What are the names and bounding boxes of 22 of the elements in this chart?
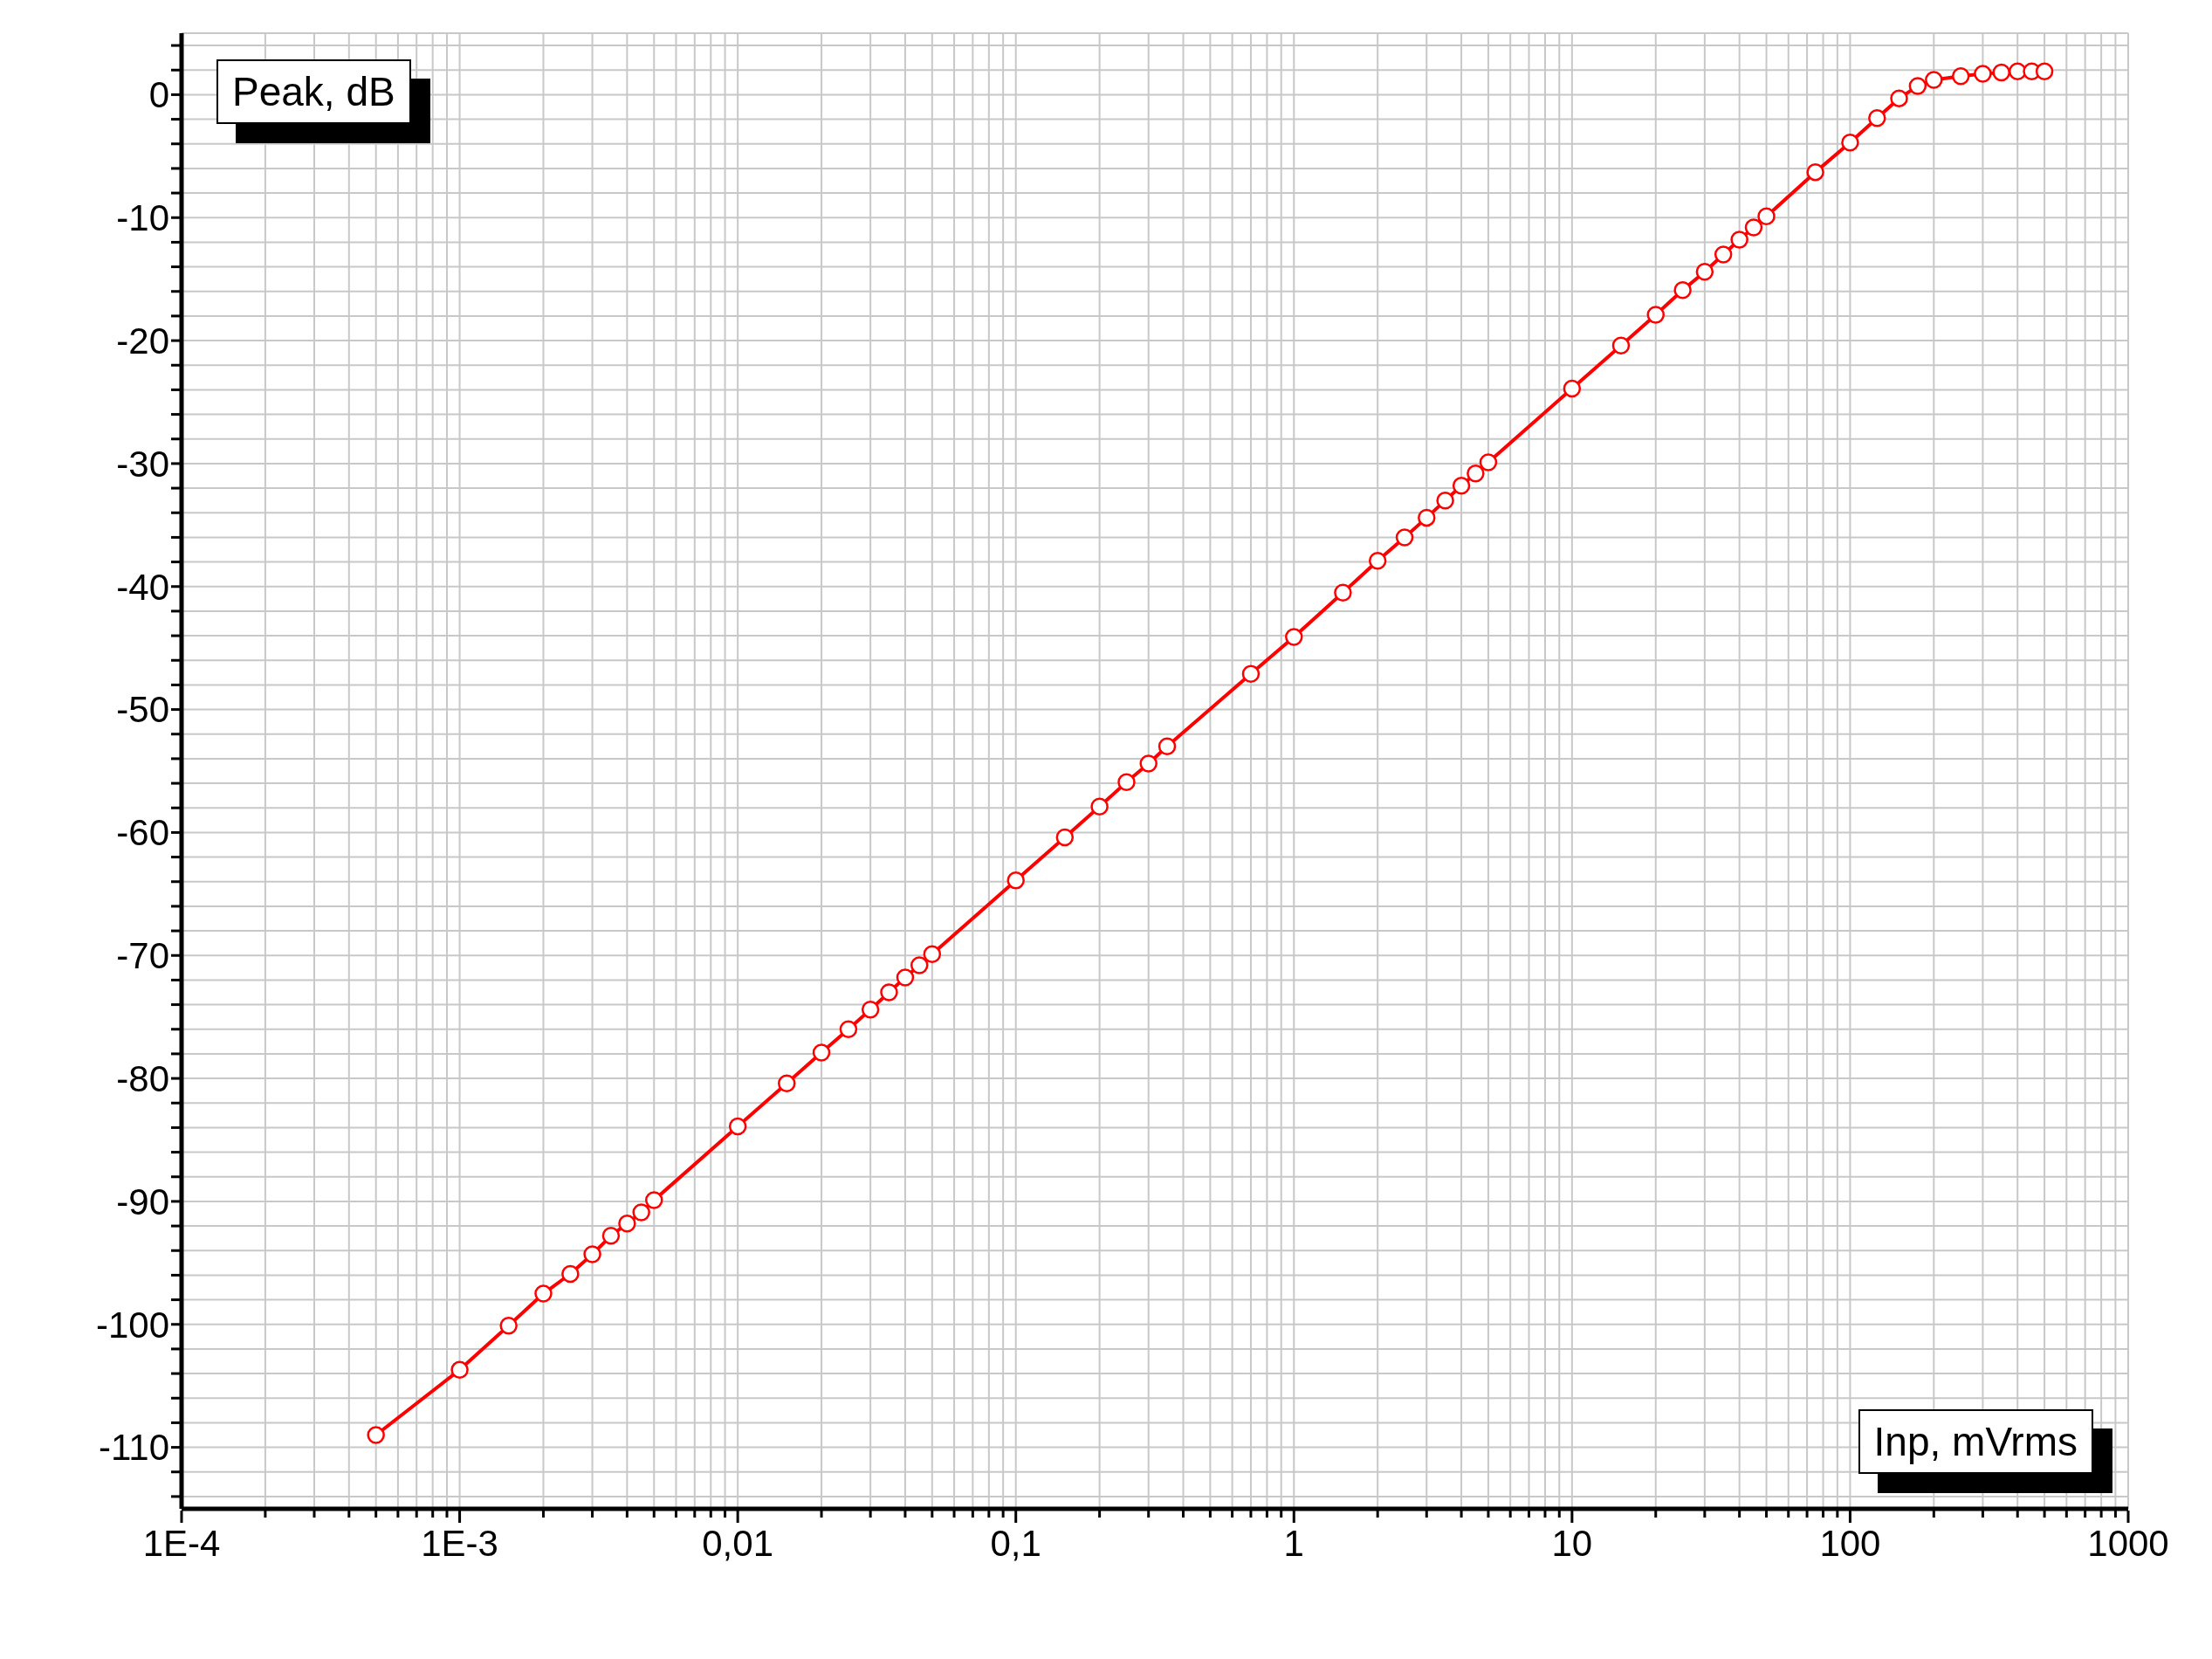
- y-tick-label: -80: [116, 1057, 169, 1099]
- x-tick-label: 10: [1551, 1523, 1593, 1564]
- y-tick-label: -50: [116, 689, 169, 731]
- x-tick-label: 1000: [2087, 1523, 2169, 1564]
- y-tick-label: -100: [95, 1304, 169, 1346]
- x-tick-label: 100: [1819, 1523, 1881, 1564]
- y-tick-label: -10: [116, 197, 169, 239]
- x-tick-label: 0,1: [990, 1523, 1041, 1564]
- y-tick-label: -70: [116, 935, 169, 977]
- y-tick-label: -30: [116, 443, 169, 485]
- y-tick-label: -110: [99, 1427, 169, 1469]
- x-tick-label: 1: [1283, 1523, 1304, 1564]
- x-tick-label: 0,01: [702, 1523, 774, 1564]
- y-tick-label: 0: [148, 74, 169, 116]
- y-axis-title: Peak, dB: [216, 59, 411, 124]
- x-tick-label: 1E-3: [421, 1523, 498, 1564]
- y-tick-label: -60: [116, 812, 169, 854]
- x-axis-title: Inp, mVrms: [1858, 1409, 2093, 1474]
- y-tick-label: -20: [116, 320, 169, 361]
- x-tick-label: 1E-4: [142, 1523, 221, 1564]
- y-tick-label: -90: [116, 1181, 169, 1222]
- y-tick-label: -40: [116, 566, 169, 608]
